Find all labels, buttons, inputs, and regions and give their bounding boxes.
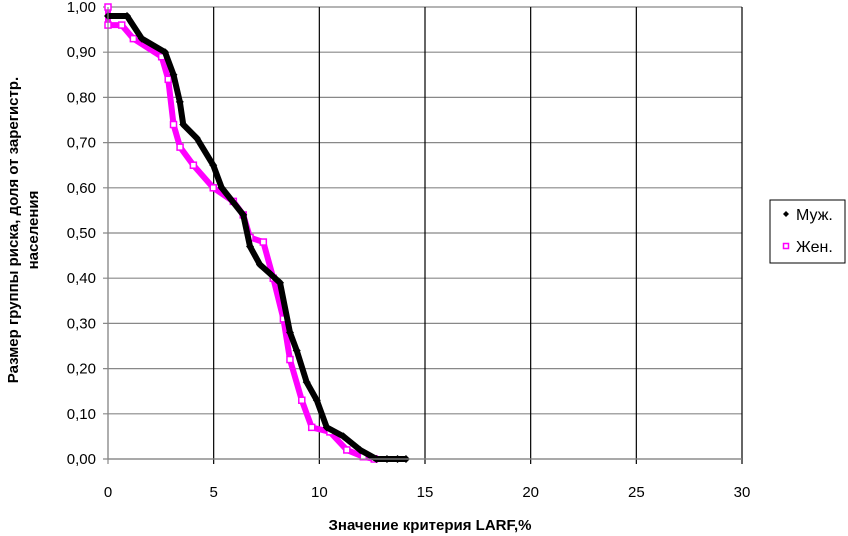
data-point (217, 183, 226, 192)
y-axis-title-line-1: Размер группы риска, доля от зарегистр. (5, 77, 22, 383)
data-point (302, 378, 311, 387)
data-point (292, 346, 301, 355)
y-tick-label: 0,60 (67, 180, 96, 197)
x-tick-label: 25 (628, 484, 645, 501)
data-point (209, 161, 218, 170)
grid (103, 6, 743, 464)
data-point (209, 184, 217, 192)
y-axis-title: Размер группы риска, доля от зарегистр. … (5, 77, 42, 383)
data-point (189, 161, 198, 169)
data-point (266, 269, 275, 278)
data-point (343, 446, 351, 454)
y-tick-label: 0,70 (67, 135, 96, 152)
legend-marker-women (782, 242, 790, 250)
data-point (322, 423, 331, 432)
y-tick-label: 0,10 (67, 406, 96, 423)
series-line (108, 13, 406, 462)
data-point (276, 278, 285, 287)
axes: 0,00 0,10 0,20 0,30 0,40 0,50 0,60 0,70 0,80 0,90… (67, 0, 751, 501)
data-point (169, 70, 178, 79)
data-point (286, 355, 294, 364)
y-tick-label: 1,00 (67, 0, 96, 16)
data-point (176, 143, 184, 151)
y-tick-label: 0,50 (67, 225, 96, 242)
legend-box (769, 199, 846, 264)
y-tick-label: 0,40 (67, 270, 96, 287)
data-point (239, 210, 248, 219)
data-point (356, 445, 365, 454)
data-point (298, 396, 306, 404)
y-axis-title-line-2: населения (25, 191, 42, 270)
series-men (104, 12, 410, 463)
x-tick-label: 5 (209, 484, 217, 501)
x-tick-label: 20 (522, 484, 539, 501)
data-point (339, 432, 348, 441)
x-tick-label: 30 (734, 484, 751, 501)
legend-label-men: Муж. (796, 207, 833, 224)
data-point (285, 328, 294, 337)
data-point (169, 120, 178, 129)
data-point (164, 75, 172, 84)
data-point (192, 134, 201, 143)
data-point (307, 423, 316, 432)
x-tick-label: 15 (417, 484, 434, 501)
data-point (246, 242, 255, 251)
y-tick-label: 0,80 (67, 89, 96, 106)
series-layer (104, 3, 410, 463)
x-tick-label: 10 (311, 484, 328, 501)
y-tick-label: 0,30 (67, 315, 96, 332)
legend-marker-men (783, 211, 789, 217)
data-point (137, 34, 146, 43)
legend-label-women: Жен. (796, 239, 833, 256)
data-point (161, 48, 170, 57)
y-tick-label: 0,90 (67, 44, 96, 61)
x-axis-title: Значение критерия LARF,% (329, 517, 532, 534)
data-point (312, 396, 321, 405)
data-point (129, 34, 138, 43)
data-point (175, 97, 184, 106)
y-tick-label: 0,20 (67, 361, 96, 378)
x-tick-label: 0 (104, 484, 112, 501)
data-point (259, 238, 268, 246)
legend: Муж. Жен. (769, 199, 846, 264)
y-tick-label: 0,00 (67, 451, 96, 468)
data-point (179, 120, 188, 129)
data-point (117, 21, 126, 29)
data-point (255, 260, 264, 269)
data-point (123, 12, 132, 21)
